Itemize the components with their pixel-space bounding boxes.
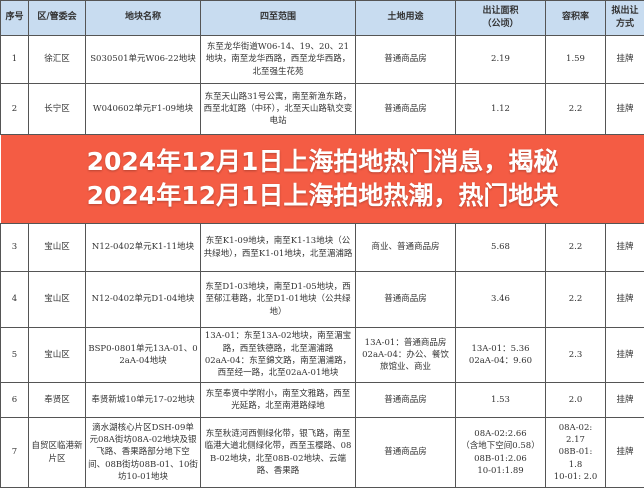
- table-cell: 6: [1, 383, 29, 418]
- table-cell: 挂牌: [606, 84, 644, 135]
- table-cell: 挂牌: [606, 272, 644, 328]
- table-cell: 徐汇区: [29, 36, 86, 84]
- table-cell: 普通商品房: [356, 383, 456, 418]
- table-cell: 1: [1, 36, 29, 84]
- table-cell: N12-0402单元D1-04地块: [86, 272, 201, 328]
- column-header: 土地用途: [356, 1, 456, 36]
- table-cell: 2.0: [546, 383, 606, 418]
- table-cell: 挂牌: [606, 383, 644, 418]
- column-header: 四至范围: [201, 1, 356, 36]
- table-cell: 5.68: [456, 224, 546, 272]
- table-cell: 奉贤新城10单元17-02地块: [86, 383, 201, 418]
- column-header: 拟出让 方式: [606, 1, 644, 36]
- table-cell: 滴水湖核心片区DSH-09单元08A街坊08A-02地块及银飞路、香果路部分地下…: [86, 418, 201, 488]
- table-cell: S030501单元W06-22地块: [86, 36, 201, 84]
- table-cell: 13A-01：东至13A-02地块，南至湄宝路，西至铁德路，北至湄浦路 02aA…: [201, 328, 356, 383]
- table-cell: 4: [1, 272, 29, 328]
- headline-line-2: 2024年12月1日上海拍地热潮，热门地块: [87, 179, 559, 213]
- table-cell: 东至天山路31号公寓，南至新渔东路，西至北虹路（中环），北至天山路轨交变电站: [201, 84, 356, 135]
- table-cell: 13A-01：普通商品房 02aA-04：办公、餐饮旅馆业、商业: [356, 328, 456, 383]
- table-cell: 东至龙华街道W06-14、19、20、21地块，南至龙华西路，西至龙华西路，北至…: [201, 36, 356, 84]
- table-cell: 宝山区: [29, 328, 86, 383]
- table-cell: 3: [1, 224, 29, 272]
- table-cell: 2.19: [456, 36, 546, 84]
- table-cell: 13A-01：5.36 02aA-04：9.60: [456, 328, 546, 383]
- column-header: 地块名称: [86, 1, 201, 36]
- table-cell: 挂牌: [606, 328, 644, 383]
- table-cell: 挂牌: [606, 36, 644, 84]
- headline-line-1: 2024年12月1日上海拍地热门消息，揭秘: [87, 145, 559, 179]
- table-cell: 东至奉贤中学附小，南至文雅路，西至光延路，北至南港路绿地: [201, 383, 356, 418]
- table-cell: 2.2: [546, 224, 606, 272]
- table-cell: W040602单元F1-09地块: [86, 84, 201, 135]
- table-cell: 宝山区: [29, 224, 86, 272]
- table-header-row: 序号区/管委会地块名称四至范围土地用途出让面积 （公顷）容积率拟出让 方式: [1, 1, 644, 36]
- column-header: 出让面积 （公顷）: [456, 1, 546, 36]
- column-header: 序号: [1, 1, 29, 36]
- table-cell: 普通商品房: [356, 84, 456, 135]
- table-cell: 东至D1-03地块，南至D1-05地块，西至郁江巷路，北至D1-01地块（公共绿…: [201, 272, 356, 328]
- table-cell: 08A-02: 2.17 08B-01: 1.8 10-01: 2.0: [546, 418, 606, 488]
- table-cell: 7: [1, 418, 29, 488]
- table-cell: 普通商品房: [356, 36, 456, 84]
- table-cell: 长宁区: [29, 84, 86, 135]
- table-cell: 东至秋涟河西侧绿化带，银飞路，南至临港大道北侧绿化带，西至玉樱路、08B-02地…: [201, 418, 356, 488]
- table-cell: 1.59: [546, 36, 606, 84]
- table-cell: 挂牌: [606, 224, 644, 272]
- table-cell: 2.3: [546, 328, 606, 383]
- column-header: 区/管委会: [29, 1, 86, 36]
- table-cell: 自贸区临港新片区: [29, 418, 86, 488]
- table-cell: N12-0402单元K1-11地块: [86, 224, 201, 272]
- table-cell: 2.2: [546, 272, 606, 328]
- table-cell: 东至K1-09地块，南至K1-13地块（公共绿地），西至K1-01地块，北至湄浦…: [201, 224, 356, 272]
- table-cell: 5: [1, 328, 29, 383]
- table-cell: 商业、普通商品房: [356, 224, 456, 272]
- table-cell: 普通商品房: [356, 418, 456, 488]
- table-cell: 普通商品房: [356, 272, 456, 328]
- table-cell: 宝山区: [29, 272, 86, 328]
- table-cell: 挂牌: [606, 418, 644, 488]
- column-header: 容积率: [546, 1, 606, 36]
- table-cell: BSP0-0801单元13A-01、02aA-04地块: [86, 328, 201, 383]
- table-cell: 08A-02:2.66 （含地下空间0.58） 08B-01:2.06 10-0…: [456, 418, 546, 488]
- table-cell: 1.12: [456, 84, 546, 135]
- table-cell: 奉贤区: [29, 383, 86, 418]
- table-cell: 3.46: [456, 272, 546, 328]
- table-cell: 1.53: [456, 383, 546, 418]
- table-cell: 2.2: [546, 84, 606, 135]
- table-cell: 2: [1, 84, 29, 135]
